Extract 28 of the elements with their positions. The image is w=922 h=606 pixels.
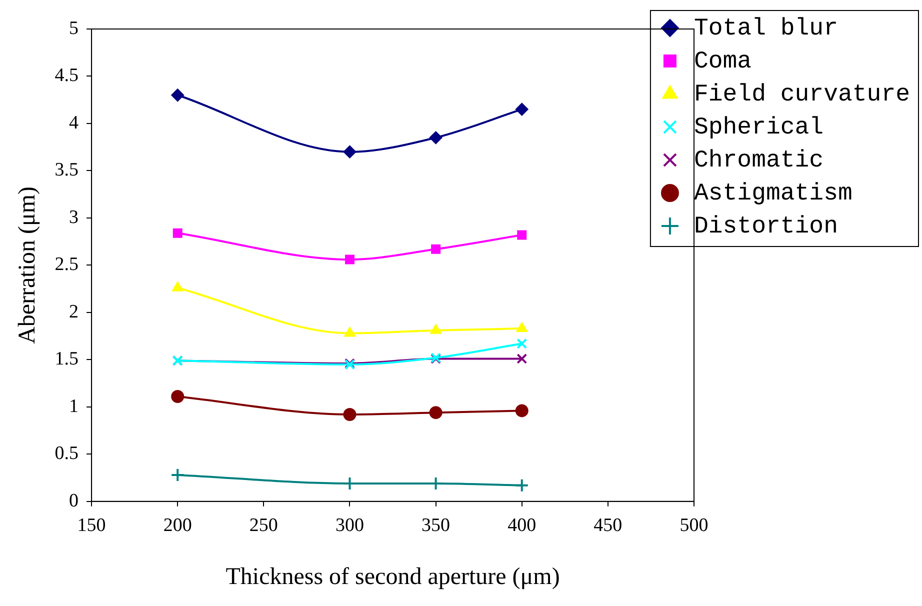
x-tick-label: 450	[594, 514, 622, 536]
legend-label: Chromatic	[694, 147, 824, 174]
legend-label: Field curvature	[694, 81, 910, 108]
y-tick-label: 4.5	[54, 65, 79, 86]
y-tick-label: 4	[69, 112, 80, 134]
y-axis-title: Aberration (μm)	[14, 186, 41, 344]
y-tick-label: 0.5	[54, 443, 79, 464]
y-tick-label: 2	[69, 301, 79, 322]
legend-label: Distortion	[694, 213, 838, 240]
x-tick-label: 400	[508, 514, 536, 536]
x-tick-label: 150	[77, 514, 106, 536]
y-tick-label: 3.5	[54, 160, 79, 181]
x-tick-label: 200	[163, 514, 192, 536]
y-tick-label: 0	[69, 490, 79, 512]
y-tick-label: 3	[69, 206, 79, 228]
legend-label: Coma	[694, 48, 752, 76]
x-tick-label: 350	[422, 514, 450, 536]
y-tick-label: 1.5	[54, 348, 79, 370]
x-tick-label: 500	[680, 514, 708, 536]
y-tick-label: 5	[69, 18, 79, 39]
legend-label: Astigmatism	[694, 180, 852, 208]
x-axis-title: Thickness of second aperture (μm)	[226, 564, 560, 590]
x-tick-label: 250	[249, 514, 278, 536]
y-tick-label: 1	[69, 396, 79, 417]
x-tick-label: 300	[335, 514, 364, 536]
legend-label: Total blur	[694, 15, 838, 42]
y-tick-label: 2.5	[54, 254, 79, 276]
legend-label: Spherical	[694, 114, 824, 142]
